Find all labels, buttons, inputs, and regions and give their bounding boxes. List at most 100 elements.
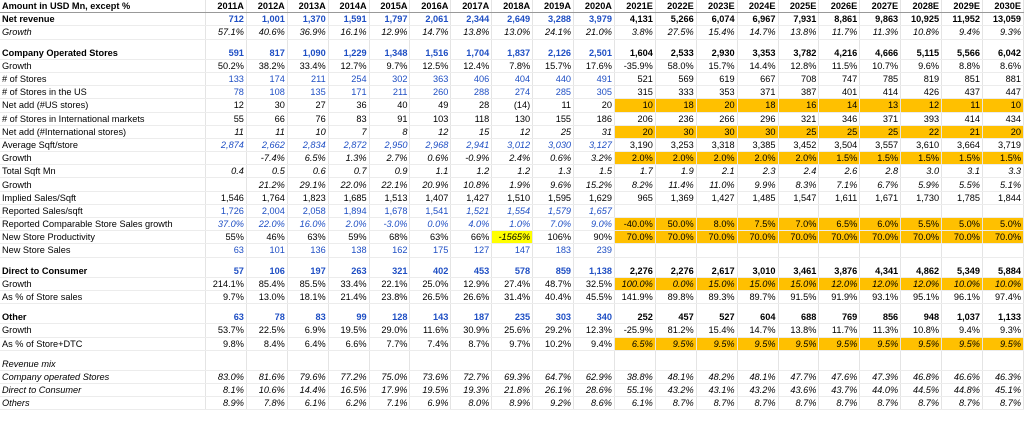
value-cell[interactable]: 40.6% — [246, 25, 288, 40]
value-cell[interactable]: 1.1 — [409, 164, 452, 179]
row-label-cell[interactable]: Growth — [0, 151, 207, 166]
value-cell[interactable] — [818, 357, 861, 371]
value-cell[interactable]: 1,730 — [900, 191, 943, 205]
value-cell[interactable]: 1,510 — [491, 191, 534, 205]
value-cell[interactable]: 2,276 — [655, 264, 697, 278]
value-cell[interactable] — [205, 39, 247, 47]
row-label-cell[interactable]: Average Sqft/store — [0, 138, 207, 153]
value-cell[interactable] — [655, 350, 697, 358]
value-cell[interactable]: 15.7% — [696, 59, 738, 73]
value-cell[interactable]: 3,664 — [941, 138, 983, 153]
value-cell[interactable] — [655, 204, 697, 219]
value-cell[interactable]: 128 — [369, 311, 411, 325]
row-label-cell[interactable] — [0, 303, 207, 312]
header-year-cell[interactable]: 2020A — [573, 0, 615, 14]
value-cell[interactable]: 7.1% — [818, 177, 861, 192]
value-cell[interactable] — [328, 39, 370, 47]
value-cell[interactable]: 263 — [328, 264, 370, 278]
header-year-cell[interactable]: 2021E — [614, 0, 656, 14]
header-year-cell[interactable]: 2022E — [655, 0, 697, 14]
value-cell[interactable]: 18 — [655, 98, 697, 113]
value-cell[interactable]: 70.0% — [982, 230, 1024, 245]
value-cell[interactable] — [491, 357, 534, 371]
value-cell[interactable] — [328, 357, 370, 371]
header-year-cell[interactable]: 2015A — [369, 0, 411, 14]
value-cell[interactable]: 1,604 — [614, 46, 656, 60]
value-cell[interactable]: 2.0% — [328, 217, 370, 232]
value-cell[interactable]: -40.0% — [614, 217, 656, 232]
value-cell[interactable]: 19.3% — [450, 383, 493, 398]
value-cell[interactable]: 91 — [369, 112, 411, 126]
value-cell[interactable]: 20 — [696, 98, 738, 113]
value-cell[interactable]: 171 — [328, 85, 370, 100]
value-cell[interactable] — [859, 243, 902, 258]
value-cell[interactable]: 8 — [369, 125, 411, 139]
value-cell[interactable]: -0.9% — [450, 151, 493, 166]
header-year-cell[interactable]: 2029E — [941, 0, 983, 14]
value-cell[interactable]: 1.2 — [450, 164, 493, 179]
value-cell[interactable]: 321 — [369, 264, 411, 278]
value-cell[interactable]: 101 — [246, 243, 288, 258]
value-cell[interactable] — [696, 39, 738, 47]
value-cell[interactable]: 81.6% — [246, 370, 288, 385]
value-cell[interactable]: 100.0% — [614, 277, 656, 291]
value-cell[interactable] — [205, 257, 247, 265]
value-cell[interactable]: 1.0% — [491, 217, 534, 232]
value-cell[interactable]: 285 — [532, 85, 575, 100]
value-cell[interactable]: 2,834 — [287, 138, 329, 153]
value-cell[interactable]: 3,318 — [696, 138, 738, 153]
value-cell[interactable] — [369, 357, 411, 371]
value-cell[interactable]: 15 — [450, 125, 493, 139]
value-cell[interactable]: 1,369 — [655, 191, 697, 205]
value-cell[interactable]: 6,074 — [696, 12, 738, 27]
value-cell[interactable] — [982, 39, 1024, 47]
value-cell[interactable]: 3.1 — [941, 164, 983, 179]
value-cell[interactable]: 46.3% — [982, 370, 1024, 385]
value-cell[interactable]: 1,678 — [369, 204, 411, 219]
value-cell[interactable]: 688 — [778, 311, 820, 325]
header-year-cell[interactable]: 2030E — [982, 0, 1024, 14]
value-cell[interactable]: 12.9% — [450, 277, 493, 291]
value-cell[interactable]: 1,090 — [287, 46, 329, 60]
header-year-cell[interactable]: 2014A — [328, 0, 370, 14]
value-cell[interactable]: 3,610 — [900, 138, 943, 153]
value-cell[interactable]: 46% — [246, 230, 288, 245]
value-cell[interactable]: 22.1% — [369, 177, 411, 192]
value-cell[interactable]: 43.2% — [737, 383, 779, 398]
value-cell[interactable]: 0.6% — [532, 151, 575, 166]
value-cell[interactable]: 85.4% — [246, 277, 288, 291]
value-cell[interactable]: 70.0% — [778, 230, 820, 245]
value-cell[interactable]: 6.9% — [409, 396, 452, 411]
header-year-cell[interactable]: 2028E — [900, 0, 943, 14]
row-label-cell[interactable] — [0, 257, 207, 265]
value-cell[interactable]: 38.8% — [614, 370, 656, 385]
value-cell[interactable]: 4,216 — [818, 46, 861, 60]
value-cell[interactable]: 296 — [737, 112, 779, 126]
value-cell[interactable] — [491, 350, 534, 358]
value-cell[interactable] — [246, 303, 288, 312]
value-cell[interactable]: 118 — [450, 112, 493, 126]
row-label-cell[interactable]: Revenue mix — [0, 357, 207, 371]
value-cell[interactable]: 3,190 — [614, 138, 656, 153]
value-cell[interactable]: 8,861 — [818, 12, 861, 27]
value-cell[interactable]: 2,061 — [409, 12, 452, 27]
value-cell[interactable] — [532, 39, 575, 47]
value-cell[interactable] — [450, 39, 493, 47]
value-cell[interactable]: 9.5% — [941, 337, 983, 351]
value-cell[interactable]: 3,719 — [982, 138, 1024, 153]
header-year-cell[interactable]: 2017A — [450, 0, 493, 14]
value-cell[interactable]: 402 — [409, 264, 452, 278]
value-cell[interactable] — [778, 357, 820, 371]
value-cell[interactable]: 440 — [532, 72, 575, 87]
value-cell[interactable] — [369, 303, 411, 312]
value-cell[interactable] — [982, 350, 1024, 358]
value-cell[interactable]: 9.5% — [900, 337, 943, 351]
value-cell[interactable]: 712 — [205, 12, 247, 27]
value-cell[interactable]: 1,133 — [982, 311, 1024, 325]
value-cell[interactable]: 426 — [900, 85, 943, 100]
value-cell[interactable] — [696, 357, 738, 371]
value-cell[interactable]: 29.0% — [369, 323, 411, 338]
value-cell[interactable]: 133 — [205, 72, 247, 87]
value-cell[interactable]: 3,353 — [737, 46, 779, 60]
value-cell[interactable]: 11.4% — [655, 177, 697, 192]
